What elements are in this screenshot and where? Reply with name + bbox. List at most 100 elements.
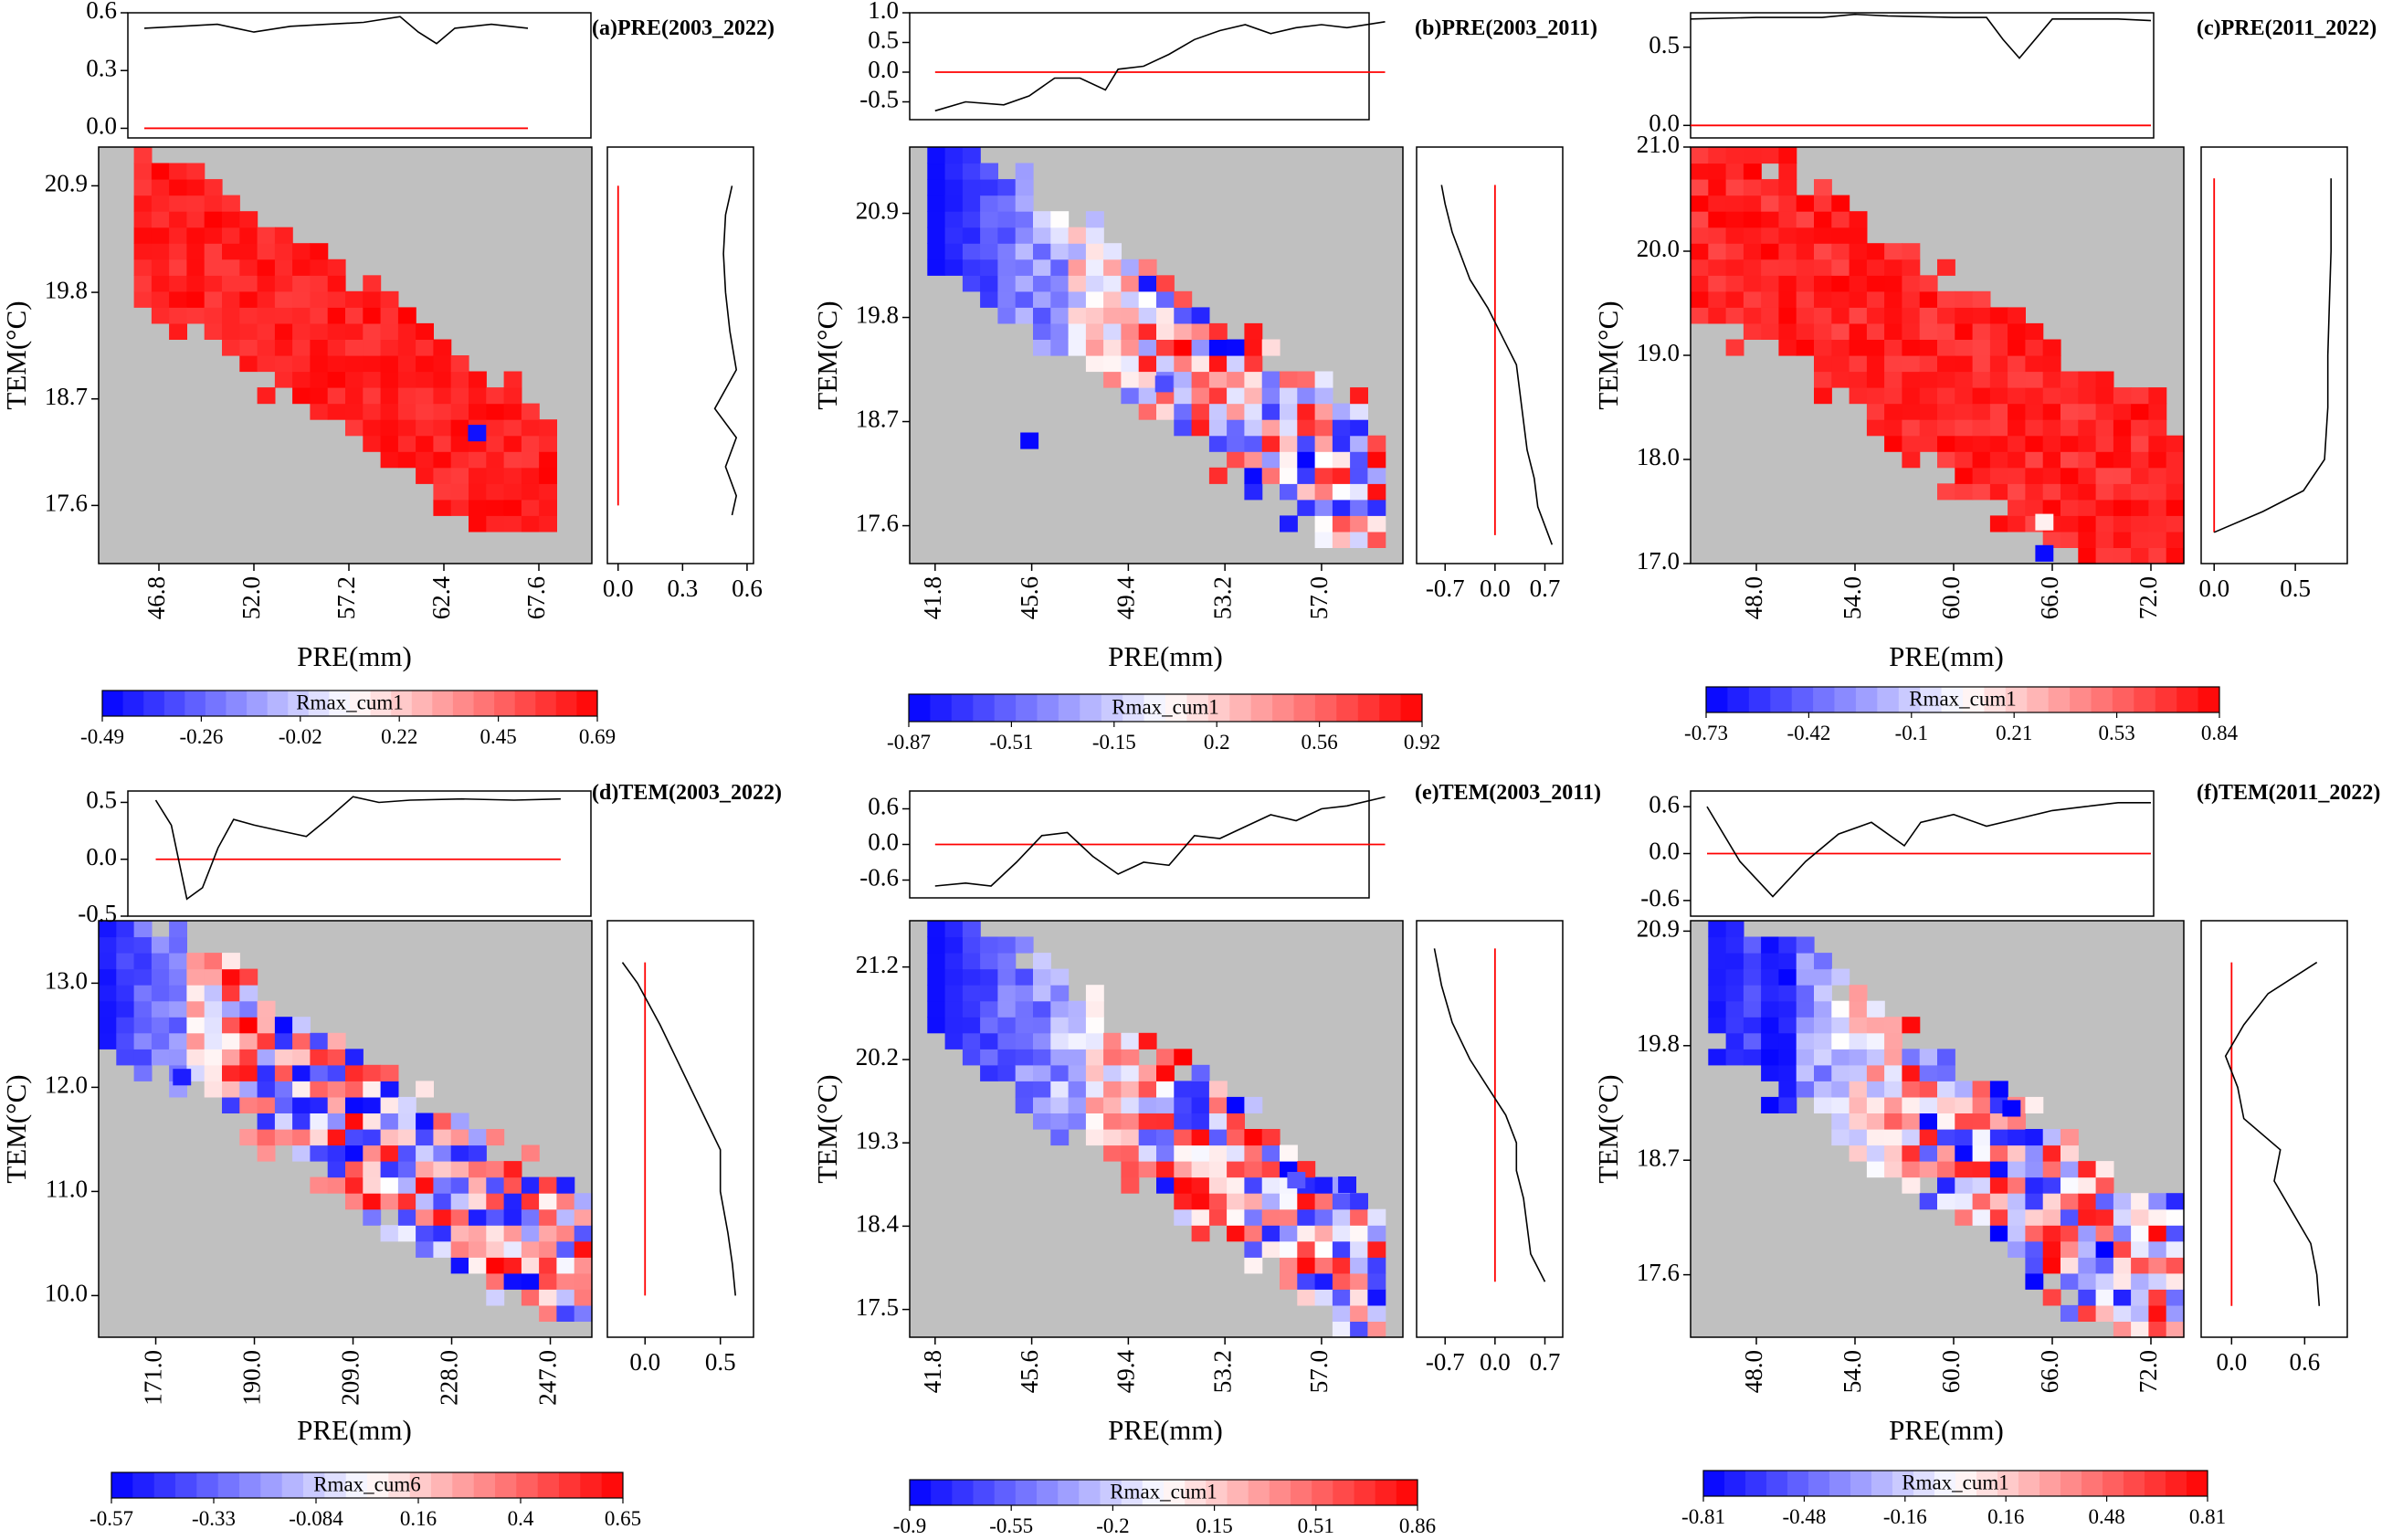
heatmap-cell [1138,1032,1157,1050]
heatmap-cell [2060,419,2079,437]
heatmap-cell [116,1000,135,1018]
heatmap-cell [1778,258,1797,276]
heatmap-cell [1761,1064,1779,1081]
heatmap-cell [2025,403,2044,420]
colorbar-segment [952,1480,974,1505]
heatmap-cell [503,1176,522,1194]
heatmap-cell [1919,371,1938,388]
colorbar-segment [1703,1471,1725,1496]
colorbar-segment [1165,694,1187,722]
colorbar-tick-label: -0.42 [1786,722,1830,744]
heatmap-cell [1866,403,1885,420]
colorbar-segment [303,1472,325,1498]
heatmap-cell [169,179,187,196]
heatmap-cell [1156,1064,1175,1081]
heatmap-cell [133,195,153,212]
heatmap-cell [2042,435,2061,452]
heatmap-cell [1972,322,1991,340]
heatmap-cell [503,515,522,533]
heatmap-cell [222,953,240,970]
heatmap-cell [1955,1096,1974,1113]
heatmap-cell [416,403,434,420]
heatmap-cell [1902,258,1921,276]
heatmap-cell [2008,419,2026,437]
heatmap-cell [2148,1257,2167,1274]
heatmap-cell [1227,1208,1245,1226]
heatmap-cell [380,1225,399,1242]
colorbar-segment [1121,1480,1144,1505]
heatmap-cell [1085,339,1104,356]
heatmap-cell [1761,1049,1779,1066]
heatmap-cell [1261,1129,1281,1146]
heatmap-cell [169,953,187,970]
heatmap-cell [186,968,206,986]
heatmap-cell [1103,371,1122,388]
heatmap-cell [1350,1289,1368,1306]
heatmap-cell [1227,339,1245,356]
x-tick-label: 57.0 [1305,576,1333,619]
heatmap-cell [363,1176,382,1194]
heatmap-cell [1866,1064,1885,1081]
heatmap-cell [1725,1032,1744,1050]
heatmap-cell [450,451,469,469]
heatmap-cell [2113,1240,2132,1258]
heatmap-cell [204,275,223,292]
heatmap-cell [1761,1096,1779,1113]
heatmap-cell [1919,403,1938,420]
heatmap-cell [1937,307,1955,324]
heatmap-cell [1972,1161,1991,1178]
heatmap-cell [2008,467,2026,484]
heatmap-cell [1919,1096,1938,1113]
heatmap-cell [927,227,946,244]
heatmap-cell [1866,322,1885,340]
heatmap-cell [169,290,187,308]
colorbar-tick-label: -0.73 [1684,722,1728,744]
colorbar-segment [514,691,536,716]
heatmap-cell [1761,211,1779,228]
heatmap-cell [1156,275,1175,292]
heatmap-cell [363,322,382,340]
heatmap-cell [1849,290,1868,308]
heatmap-cell [1814,339,1832,356]
heatmap-cell [1725,227,1744,244]
heatmap-cell [2131,483,2149,501]
heatmap-cell [380,1129,399,1146]
heatmap-cell [1919,275,1938,292]
heatmap-cell [1743,1000,1762,1018]
heatmap-cell [1068,243,1087,260]
heatmap-cells [133,147,557,533]
heatmap-cell [239,290,258,308]
colorbar-segment [973,1480,996,1505]
colorbar-segment [1766,1471,1788,1496]
heatmap-cell [1866,1049,1885,1066]
heatmap-cell [363,275,382,292]
x-tick-label: 45.6 [1016,576,1043,619]
heatmap-cell [1367,1289,1386,1306]
heatmap-cell [257,227,276,244]
heatmap-cell [1191,387,1210,405]
heatmap-cell [1261,387,1281,405]
heatmap-cell [274,339,293,356]
heatmap-cell [204,195,223,212]
heatmap-cell [1033,211,1051,228]
heatmap-cell [2113,547,2132,564]
colorbar-segment [1748,687,1771,712]
heatmap-cell [1033,985,1051,1002]
heatmap-cell [2060,1257,2079,1274]
heatmap-cell [469,1144,487,1162]
heatmap-cell [274,1113,293,1130]
panel-title: (c)PRE(2011_2022) [2197,16,2377,40]
heatmap-cell [2131,1304,2149,1322]
heatmap-cell [2113,403,2132,420]
heatmap-cell [2025,1144,2044,1162]
heatmap-cell [486,467,505,484]
heatmap-cell [2131,499,2149,516]
heatmap-cell [1033,953,1051,970]
heatmap-cell [204,953,223,970]
heatmap-cell [1103,258,1122,276]
heatmap-cell [1050,1113,1070,1130]
heatmap-cell [1280,1193,1298,1210]
top-profile-tick-label: 0.0 [868,56,899,83]
heatmap-cell [1831,307,1850,324]
heatmap-cell [1708,985,1727,1002]
